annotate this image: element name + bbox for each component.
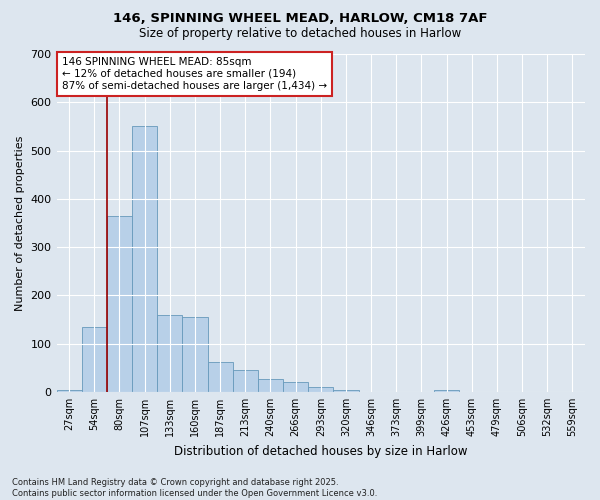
- Text: Size of property relative to detached houses in Harlow: Size of property relative to detached ho…: [139, 28, 461, 40]
- Text: Contains HM Land Registry data © Crown copyright and database right 2025.
Contai: Contains HM Land Registry data © Crown c…: [12, 478, 377, 498]
- Text: 146 SPINNING WHEEL MEAD: 85sqm
← 12% of detached houses are smaller (194)
87% of: 146 SPINNING WHEEL MEAD: 85sqm ← 12% of …: [62, 58, 327, 90]
- Bar: [208, 362, 233, 392]
- Bar: [182, 317, 208, 392]
- Bar: [157, 314, 182, 392]
- Text: 146, SPINNING WHEEL MEAD, HARLOW, CM18 7AF: 146, SPINNING WHEEL MEAD, HARLOW, CM18 7…: [113, 12, 487, 26]
- Bar: [283, 382, 308, 392]
- Bar: [258, 379, 283, 392]
- X-axis label: Distribution of detached houses by size in Harlow: Distribution of detached houses by size …: [174, 444, 467, 458]
- Bar: [233, 370, 258, 392]
- Y-axis label: Number of detached properties: Number of detached properties: [15, 136, 25, 310]
- Bar: [334, 390, 359, 392]
- Bar: [107, 216, 132, 392]
- Bar: [434, 390, 459, 392]
- Bar: [56, 390, 82, 392]
- Bar: [132, 126, 157, 392]
- Bar: [82, 327, 107, 392]
- Bar: [308, 387, 334, 392]
